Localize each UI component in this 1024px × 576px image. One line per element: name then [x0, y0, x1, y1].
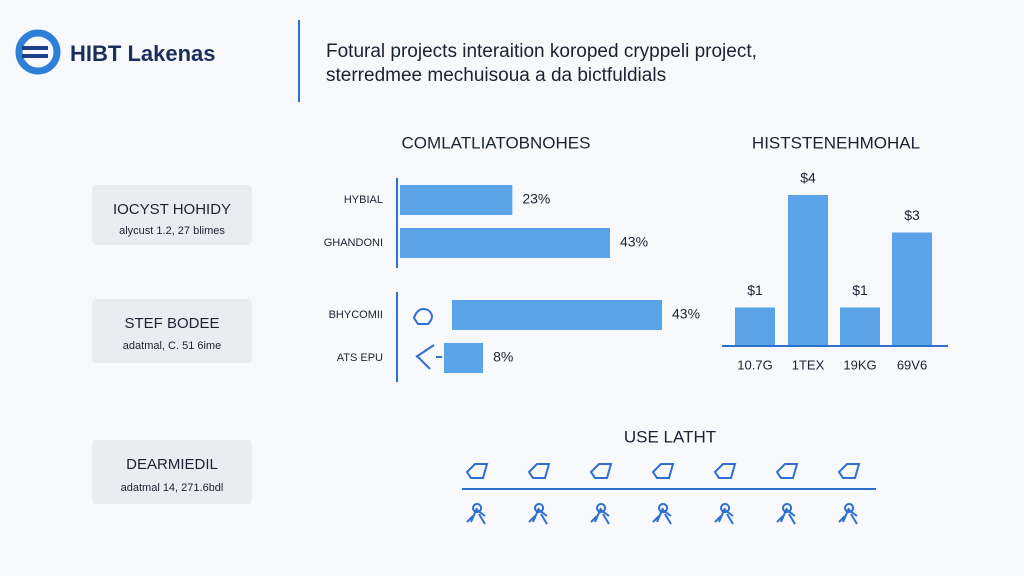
- card-subtitle: alycust 1.2, 27 blimes: [119, 225, 225, 237]
- timeline-tag: [837, 463, 861, 479]
- category-label: BHYCOMII: [329, 309, 383, 321]
- bar: [400, 228, 610, 258]
- value-label: 23%: [522, 191, 550, 207]
- value-label: $1: [747, 282, 763, 298]
- timeline-tag: [465, 463, 489, 479]
- value-label: 8%: [493, 349, 513, 365]
- row-icon: [412, 308, 442, 370]
- card: DEARMIEDIL adatmal 14, 271.6bdl: [92, 440, 252, 504]
- x-tick-label: 10.7G: [737, 357, 772, 372]
- bar: [892, 232, 932, 345]
- category-label: HYBIAL: [344, 194, 383, 206]
- timeline-icons: [465, 463, 861, 525]
- bar: [840, 307, 880, 345]
- bar: [735, 307, 775, 345]
- timeline-title: USE LATHT: [624, 427, 716, 446]
- card: STEF BODEE adatmal, C. 51 6ime: [92, 299, 252, 363]
- bar: [400, 185, 513, 215]
- bar: [788, 195, 828, 345]
- timeline-tag: [589, 463, 613, 479]
- timeline-tag: [713, 463, 737, 479]
- value-label: $3: [904, 207, 920, 223]
- timeline-figure: [714, 503, 734, 525]
- x-tick-label: 1TEX: [792, 357, 825, 372]
- timeline-figure: [528, 503, 548, 525]
- bar: [452, 300, 662, 330]
- timeline-figure: [590, 503, 610, 525]
- card-title: DEARMIEDIL: [126, 456, 218, 473]
- timeline-tag: [527, 463, 551, 479]
- timeline-tag: [651, 463, 675, 479]
- category-label: GHANDONI: [324, 237, 383, 249]
- chart-title: HISTSTENEHMOHAL: [752, 133, 920, 152]
- timeline-tag: [775, 463, 799, 479]
- card-subtitle: adatmal, C. 51 6ime: [123, 340, 221, 352]
- card-title: IOCYST HOHIDY: [113, 201, 231, 218]
- timeline-figure: [776, 503, 796, 525]
- card: IOCYST HOHIDY alycust 1.2, 27 blimes: [92, 185, 252, 245]
- card-title: STEF BODEE: [124, 315, 219, 332]
- card-subtitle: adatmal 14, 271.6bdl: [121, 482, 224, 494]
- timeline-figure: [838, 503, 858, 525]
- description-line: sterredmee mechuisoua a da bictfuldials: [326, 65, 666, 86]
- value-label: 43%: [672, 306, 700, 322]
- bar: [444, 343, 484, 373]
- category-label: ATS EPU: [337, 352, 383, 364]
- value-label: 43%: [620, 234, 648, 250]
- description-line: Fotural projects interaition koroped cry…: [326, 41, 757, 62]
- x-tick-label: 69V6: [897, 357, 927, 372]
- value-label: $1: [852, 282, 868, 298]
- logo-text: HIBT Lakenas: [70, 41, 216, 66]
- logo-icon: [15, 29, 61, 75]
- timeline-figure: [652, 503, 672, 525]
- x-tick-label: 19KG: [843, 357, 876, 372]
- value-label: $4: [800, 170, 816, 186]
- timeline-figure: [466, 503, 486, 525]
- chart-title: COMLATLIATOBNOHES: [402, 133, 591, 152]
